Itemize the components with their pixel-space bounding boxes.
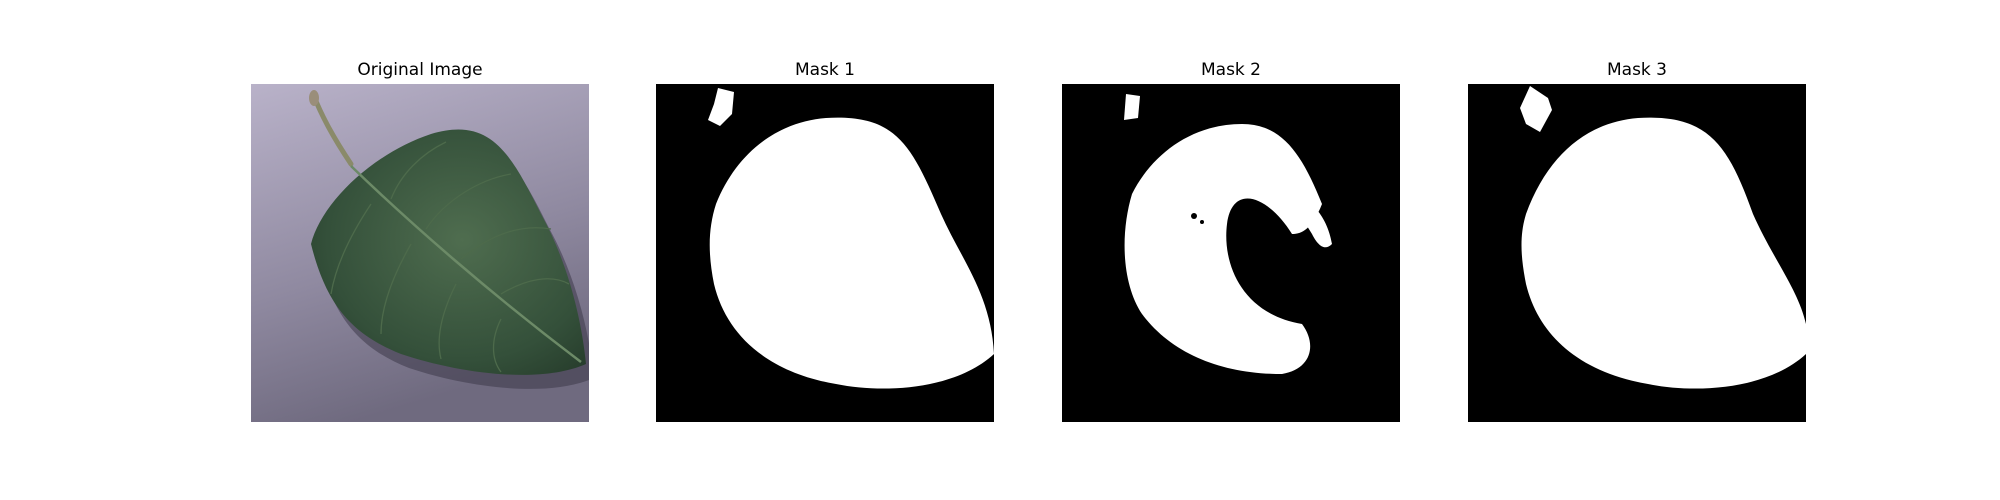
mask-2-image bbox=[1062, 84, 1400, 422]
mask-1-image bbox=[656, 84, 994, 422]
panel-mask-2: Mask 2 bbox=[1062, 60, 1400, 422]
panel-title: Mask 3 bbox=[1606, 60, 1667, 80]
panel-title: Mask 1 bbox=[794, 60, 855, 80]
panel-original-image: Original Image bbox=[251, 60, 589, 422]
original-leaf-photo bbox=[251, 84, 589, 422]
mask-3-image bbox=[1468, 84, 1806, 422]
panel-title: Original Image bbox=[357, 60, 483, 80]
panel-mask-3: Mask 3 bbox=[1468, 60, 1806, 422]
panel-mask-1: Mask 1 bbox=[656, 60, 994, 422]
panel-title: Mask 2 bbox=[1200, 60, 1261, 80]
